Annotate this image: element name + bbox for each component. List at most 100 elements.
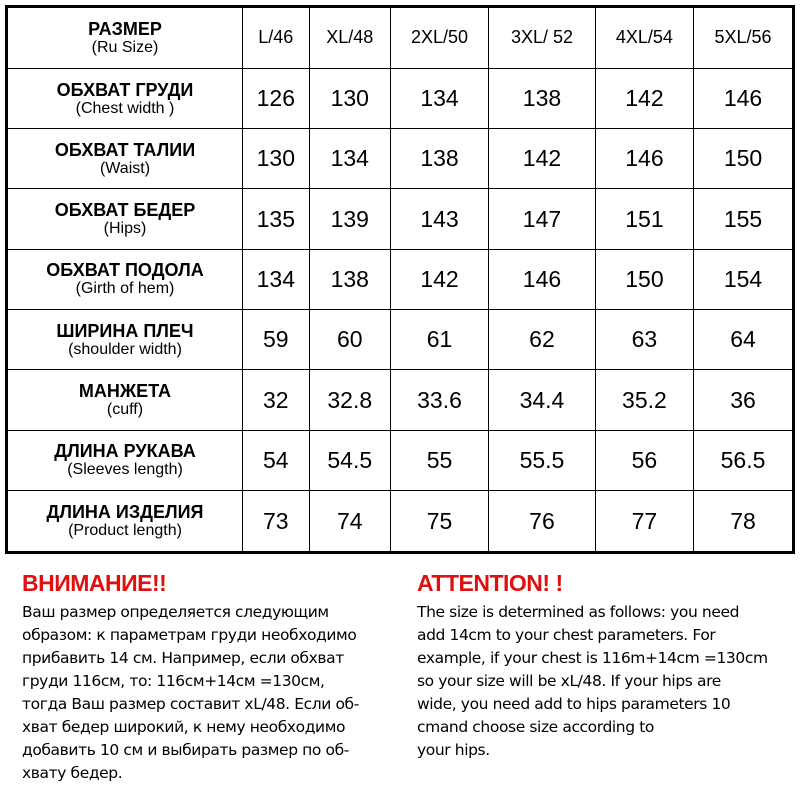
label-ru: МАНЖЕТА xyxy=(78,381,172,402)
table-row: ШИРИНА ПЛЕЧ (shoulder width) 59 60 61 62 63 64 xyxy=(6,309,794,371)
value-cell: 56 xyxy=(594,429,695,492)
note-line: your hips. xyxy=(417,741,490,759)
value-cell: 60 xyxy=(308,309,391,371)
note-ru-title: ВНИМАНИЕ!! xyxy=(22,570,167,596)
table-row: ОБХВАТ ГРУДИ (Chest width ) 126 130 134 138 14… xyxy=(6,67,794,130)
note-line: example, if your chest is 116m+14cm =130… xyxy=(417,649,768,667)
value-cell: 64 xyxy=(693,309,794,371)
value-cell: 155 xyxy=(693,188,794,250)
label-en: (Chest width ) xyxy=(75,99,175,117)
value-cell: 134 xyxy=(389,67,490,130)
value-cell: 142 xyxy=(389,248,490,311)
table-row: ОБХВАТ БЕДЕР (Hips) 135 139 143 147 151 155 xyxy=(6,188,794,250)
header-row: РАЗМЕР (Ru Size) L/46 XL/48 2XL/50 3XL/ 52 4XL… xyxy=(6,6,794,69)
row-label: ШИРИНА ПЛЕЧ (shoulder width) xyxy=(6,309,243,371)
value-cell: 147 xyxy=(488,188,596,250)
size-header: L/46 xyxy=(242,6,310,69)
value-cell: 63 xyxy=(594,309,695,371)
size-header: 3XL/ 52 xyxy=(488,6,596,69)
value-cell: 61 xyxy=(389,309,490,371)
value-cell: 135 xyxy=(242,188,310,250)
value-cell: 130 xyxy=(308,67,391,130)
row-label: ДЛИНА РУКАВА (Sleeves length) xyxy=(6,429,243,492)
table-row: ДЛИНА РУКАВА (Sleeves length) 54 54.5 55 55.5… xyxy=(6,429,794,492)
value-cell: 62 xyxy=(488,309,596,371)
note-line: груди 116см, то: 116см+14см =130см, xyxy=(22,672,325,690)
value-cell: 142 xyxy=(594,67,695,130)
value-cell: 150 xyxy=(693,128,794,190)
label-ru: ОБХВАТ ТАЛИИ xyxy=(54,139,196,160)
note-line: wide, you need add to hips parameters 10 xyxy=(417,695,731,713)
note-line: add 14cm to your chest parameters. For xyxy=(417,626,716,644)
size-header: XL/48 xyxy=(308,6,391,69)
row-label: ДЛИНА ИЗДЕЛИЯ (Product length) xyxy=(6,490,243,553)
row-label: ОБХВАТ ТАЛИИ (Waist) xyxy=(6,128,243,190)
label-en: (Sleeves length) xyxy=(67,461,183,479)
row-label: РАЗМЕР (Ru Size) xyxy=(6,6,243,69)
value-cell: 32.8 xyxy=(308,369,391,431)
label-en: (shoulder width) xyxy=(68,340,182,358)
value-cell: 75 xyxy=(389,490,490,553)
note-line: хвату бедер. xyxy=(22,764,123,782)
note-line: образом: к параметрам груди необходимо xyxy=(22,626,357,644)
label-ru: ОБХВАТ ПОДОЛА xyxy=(46,260,204,281)
row-label: МАНЖЕТА (cuff) xyxy=(6,369,243,431)
value-cell: 126 xyxy=(242,67,310,130)
size-header: 4XL/54 xyxy=(594,6,695,69)
value-cell: 151 xyxy=(594,188,695,250)
note-line: Ваш размер определяется следующим xyxy=(22,603,329,621)
value-cell: 154 xyxy=(693,248,794,311)
label-ru: РАЗМЕР xyxy=(88,18,162,39)
size-header: 5XL/56 xyxy=(693,6,794,69)
value-cell: 32 xyxy=(242,369,310,431)
label-ru: ДЛИНА ИЗДЕЛИЯ xyxy=(46,502,204,523)
note-en-title: ATTENTION! ! xyxy=(417,570,563,596)
table-row: ДЛИНА ИЗДЕЛИЯ (Product length) 73 74 75 76 77 7… xyxy=(6,490,794,553)
value-cell: 150 xyxy=(594,248,695,311)
value-cell: 146 xyxy=(693,67,794,130)
row-label: ОБХВАТ ПОДОЛА (Girth of hem) xyxy=(6,248,243,311)
note-line: хват бедер широкий, к нему необходимо xyxy=(22,718,346,736)
value-cell: 34.4 xyxy=(488,369,596,431)
note-line: so your size will be xL/48. If your hips… xyxy=(417,672,721,690)
value-cell: 146 xyxy=(594,128,695,190)
table-row: ОБХВАТ ПОДОЛА (Girth of hem) 134 138 142 146 1… xyxy=(6,248,794,311)
label-ru: ДЛИНА РУКАВА xyxy=(54,441,196,462)
value-cell: 138 xyxy=(308,248,391,311)
value-cell: 55 xyxy=(389,429,490,492)
row-label: ОБХВАТ БЕДЕР (Hips) xyxy=(6,188,243,250)
label-en: (Hips) xyxy=(103,220,147,238)
value-cell: 36 xyxy=(693,369,794,431)
value-cell: 54.5 xyxy=(308,429,391,492)
value-cell: 59 xyxy=(242,309,310,371)
value-cell: 130 xyxy=(242,128,310,190)
value-cell: 74 xyxy=(308,490,391,553)
value-cell: 138 xyxy=(488,67,596,130)
label-ru: ШИРИНА ПЛЕЧ xyxy=(56,320,194,341)
value-cell: 73 xyxy=(242,490,310,553)
value-cell: 138 xyxy=(389,128,490,190)
value-cell: 142 xyxy=(488,128,596,190)
value-cell: 35.2 xyxy=(594,369,695,431)
table-row: МАНЖЕТА (cuff) 32 32.8 33.6 34.4 35.2 36 xyxy=(6,369,794,431)
note-line: прибавить 14 см. Например, если обхват xyxy=(22,649,344,667)
label-ru: ОБХВАТ БЕДЕР xyxy=(54,200,196,221)
value-cell: 76 xyxy=(488,490,596,553)
label-en: (Product length) xyxy=(68,522,182,540)
value-cell: 134 xyxy=(242,248,310,311)
value-cell: 134 xyxy=(308,128,391,190)
value-cell: 54 xyxy=(242,429,310,492)
table-row: ОБХВАТ ТАЛИИ (Waist) 130 134 138 142 146 150 xyxy=(6,128,794,190)
size-chart-table: РАЗМЕР (Ru Size) L/46 XL/48 2XL/50 3XL/ 52 4XL… xyxy=(5,5,795,554)
note-line: добавить 10 см и выбирать размер по об- xyxy=(22,741,349,759)
note-line: тогда Ваш размер составит xL/48. Если об… xyxy=(22,695,359,713)
value-cell: 143 xyxy=(389,188,490,250)
label-en: (Ru Size) xyxy=(91,38,159,56)
note-en: ATTENTION! ! The size is determined as f… xyxy=(417,570,768,762)
size-header: 2XL/50 xyxy=(389,6,490,69)
value-cell: 78 xyxy=(693,490,794,553)
value-cell: 55.5 xyxy=(488,429,596,492)
note-ru: ВНИМАНИЕ!! Ваш размер определяется следу… xyxy=(22,570,359,785)
value-cell: 139 xyxy=(308,188,391,250)
value-cell: 146 xyxy=(488,248,596,311)
